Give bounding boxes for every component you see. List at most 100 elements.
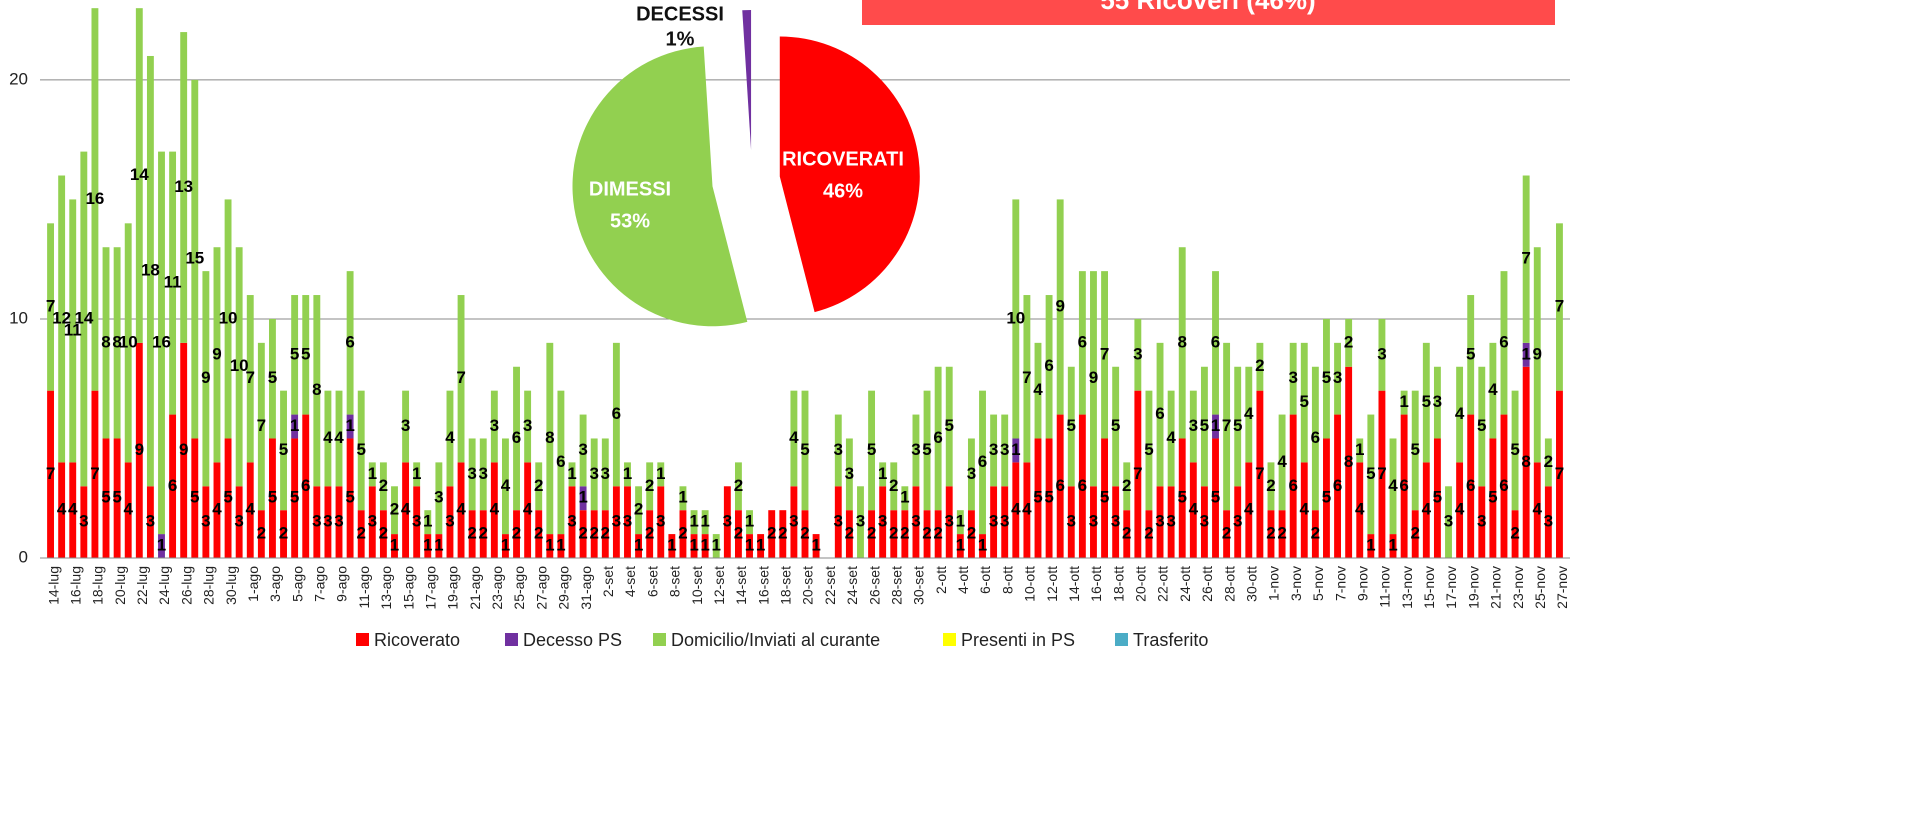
bar-segment	[479, 510, 487, 558]
bar-segment	[1212, 438, 1219, 558]
data-label: 3	[1288, 368, 1297, 387]
data-label: 9	[1533, 344, 1542, 363]
data-label: 2	[257, 524, 266, 543]
legend-label: Presenti in PS	[961, 630, 1075, 650]
x-tick-label: 6-ott	[977, 566, 993, 594]
bar-segment	[202, 271, 210, 487]
data-label: 2	[734, 476, 743, 495]
bar-segment	[501, 438, 509, 535]
bar-segment	[1001, 486, 1009, 558]
data-label: 1	[1388, 536, 1397, 555]
data-label: 1	[368, 464, 377, 483]
bar-segment	[191, 438, 199, 558]
bar-segment	[1367, 534, 1375, 558]
bar-segment	[224, 199, 232, 439]
data-label: 11	[164, 273, 182, 292]
data-label: 4	[1422, 500, 1432, 519]
banner-text: 55 Ricoveri (46%)	[1100, 0, 1315, 15]
data-label: 16	[152, 332, 171, 351]
x-tick-label: 30-lug	[223, 566, 239, 605]
bar-segment	[235, 486, 243, 558]
data-label: 4	[1455, 500, 1465, 519]
data-label: 6	[1399, 476, 1408, 495]
data-label: 3	[1477, 512, 1486, 531]
data-label: 6	[1499, 332, 1508, 351]
data-label: 7	[1022, 368, 1031, 387]
data-label: 3	[1333, 368, 1342, 387]
bar-segment	[834, 486, 842, 558]
bar-segment	[790, 486, 798, 558]
data-label: 4	[323, 428, 333, 447]
data-label: 7	[90, 464, 99, 483]
data-label: 3	[1189, 416, 1198, 435]
data-label: 5	[1422, 392, 1431, 411]
x-tick-label: 21-nov	[1488, 566, 1504, 609]
bar-segment	[324, 390, 332, 487]
bar-segment	[990, 414, 998, 487]
bar-segment	[1101, 438, 1109, 558]
bar-segment	[1522, 175, 1530, 343]
bar-segment	[58, 462, 66, 558]
bar-segment	[435, 462, 443, 535]
bar-segment	[1101, 271, 1109, 439]
data-label: 1	[567, 464, 576, 483]
data-label: 6	[345, 332, 354, 351]
x-tick-label: 13-nov	[1399, 566, 1415, 609]
x-tick-label: 14-lug	[45, 566, 61, 605]
bar-segment	[1256, 342, 1264, 391]
data-label: 2	[512, 524, 521, 543]
bar-segment	[524, 462, 532, 558]
data-label: 2	[578, 524, 587, 543]
data-label: 5	[922, 440, 931, 459]
data-label: 2	[734, 524, 743, 543]
bar-segment	[391, 486, 398, 535]
data-label: 5	[101, 488, 110, 507]
x-tick-label: 3-nov	[1288, 566, 1304, 601]
plot: 0 10 20 14-lug 16-lug 18-lug 20-lug 22-lug 24-lu…	[9, 8, 1570, 610]
data-label: 5	[1177, 488, 1186, 507]
bar-segment	[302, 414, 310, 558]
legend-label: Domicilio/Inviati al curante	[671, 630, 880, 650]
bar-segment	[723, 486, 731, 558]
data-label: 2	[467, 524, 476, 543]
data-label: 4	[1488, 380, 1498, 399]
data-label: 8	[545, 428, 554, 447]
data-label: 1	[390, 536, 399, 555]
bar-segment	[335, 390, 343, 487]
pie-slice	[779, 36, 920, 313]
bar-segment	[1389, 438, 1397, 535]
data-label: 3	[146, 512, 155, 531]
bar-segment	[91, 390, 99, 558]
bar-segment	[58, 175, 66, 463]
data-label: 5	[1477, 416, 1486, 435]
bar-segment	[1001, 414, 1009, 487]
bar-segment	[990, 486, 998, 558]
bar-segment	[1323, 318, 1330, 439]
data-label: 6	[978, 452, 987, 471]
bar-segment	[91, 8, 99, 391]
data-label: 1	[712, 536, 721, 555]
data-label: 7	[1133, 464, 1142, 483]
data-label: 6	[1078, 332, 1087, 351]
x-tick-label: 9-ago	[334, 566, 350, 602]
bar-segment	[1167, 486, 1175, 558]
bar-segment	[1378, 318, 1386, 391]
bar-segment	[1544, 438, 1552, 487]
bar-segment	[1489, 438, 1497, 558]
x-tick-label: 19-nov	[1465, 566, 1481, 609]
data-label: 15	[185, 249, 204, 268]
data-label: 5	[112, 488, 121, 507]
bar-segment	[879, 486, 887, 558]
bar-segment	[113, 247, 121, 439]
data-label: 2	[1266, 524, 1275, 543]
data-label: 4	[1277, 452, 1287, 471]
bar-segment	[1345, 318, 1353, 367]
x-tick-label: 4-ott	[955, 566, 971, 594]
bar-segment	[1223, 342, 1231, 511]
bar-segment	[235, 247, 243, 487]
bar-segment	[1167, 390, 1175, 487]
bar-segment	[834, 414, 842, 487]
bar-segment	[590, 438, 598, 511]
x-tick-label: 12-ott	[1044, 566, 1060, 602]
